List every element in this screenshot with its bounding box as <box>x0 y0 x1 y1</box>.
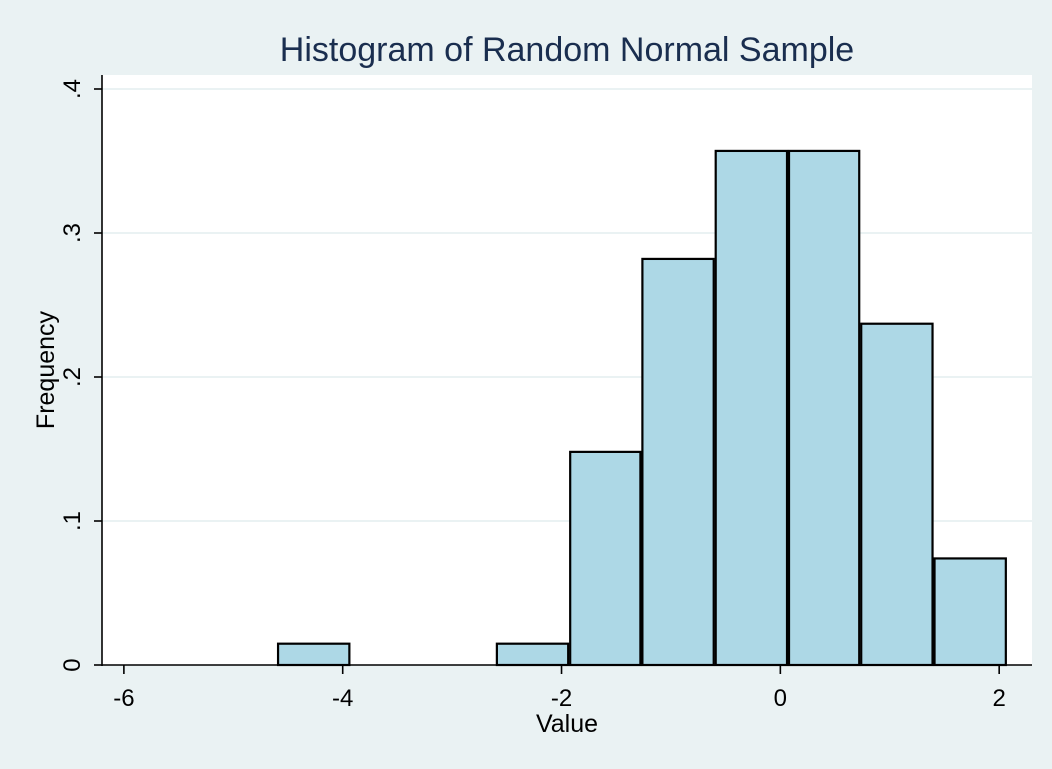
y-tick-label: .4 <box>59 79 86 99</box>
y-tick-label: .1 <box>59 511 86 531</box>
histogram-bar <box>495 642 570 667</box>
x-tick-label: -2 <box>551 685 572 712</box>
histogram-bar <box>933 557 1007 667</box>
y-tick-label: .2 <box>59 367 86 387</box>
y-tick-label: .3 <box>59 223 86 243</box>
chart-title: Histogram of Random Normal Sample <box>280 31 854 69</box>
x-axis-label: Value <box>536 710 598 738</box>
histogram-bar <box>860 322 934 667</box>
histogram-bar <box>276 642 351 667</box>
histogram-bar <box>641 257 715 667</box>
x-tick-label: -6 <box>113 685 134 712</box>
histogram-bar <box>714 149 789 667</box>
x-tick-label: -4 <box>332 685 353 712</box>
y-axis-label: Frequency <box>32 310 60 429</box>
bars <box>276 149 1007 667</box>
y-tick-label: 0 <box>59 658 86 671</box>
x-tick-label: 0 <box>774 685 787 712</box>
histogram-bar <box>569 450 642 667</box>
x-tick-label: 2 <box>992 685 1005 712</box>
x-ticks: -6 -4 -2 0 2 <box>113 665 1006 712</box>
histogram-bar <box>787 149 861 667</box>
y-ticks: 0 .1 .2 .3 .4 <box>59 79 102 672</box>
